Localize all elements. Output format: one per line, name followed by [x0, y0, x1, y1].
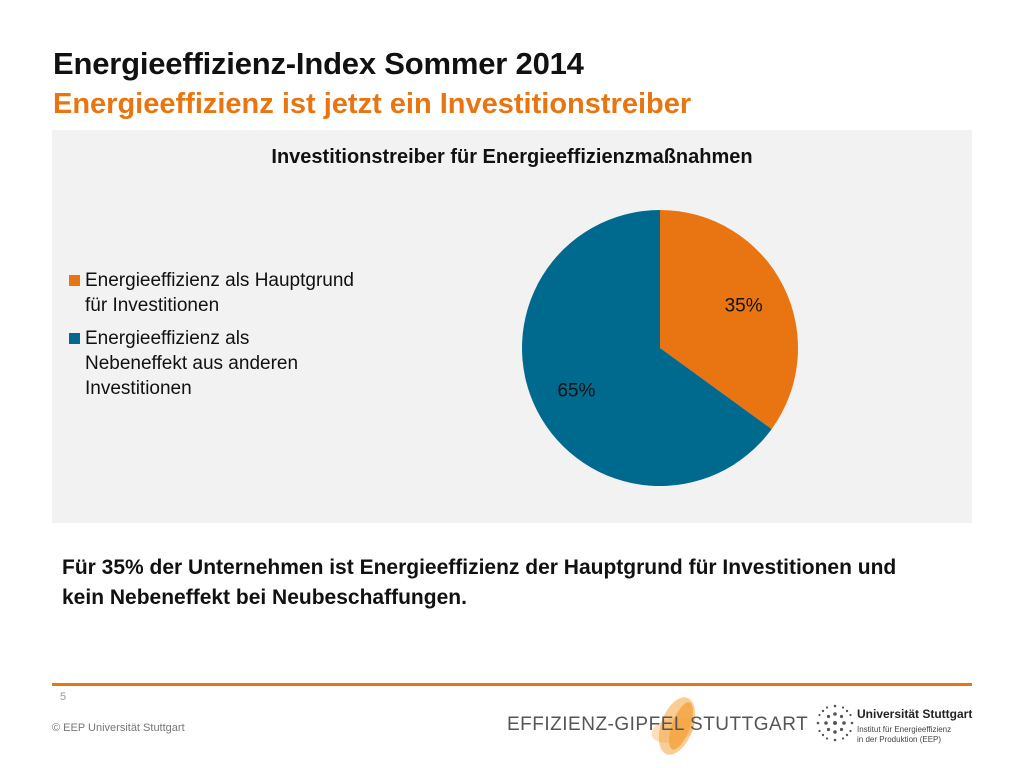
- pie-label-nebeneffekt: 65%: [557, 381, 595, 402]
- institute-line-2: in der Produktion (EEP): [857, 735, 942, 744]
- legend-item-nebeneffekt: Energieeffizienz als Nebeneffekt aus and…: [69, 326, 369, 401]
- slide-title: Energieeffizienz-Index Sommer 2014: [53, 46, 584, 81]
- legend-swatch-nebeneffekt: [69, 333, 80, 344]
- institute-line-1: Institut für Energieeffizienz: [857, 725, 952, 734]
- legend-label-nebeneffekt: Energieeffizienz als Nebeneffekt aus and…: [85, 328, 299, 399]
- chart-panel: Investitionstreiber für Energieeffizienz…: [52, 130, 972, 523]
- copyright-text: © EEP Universität Stuttgart: [52, 722, 185, 734]
- page-number: 5: [60, 691, 67, 703]
- university-seal-icon: [816, 704, 854, 742]
- institute-name: Institut für Energieeffizienz in der Pro…: [857, 725, 977, 745]
- pie-chart: 35% 65%: [522, 210, 799, 486]
- legend-label-hauptgrund: Energieeffizienz als Hauptgrund für Inve…: [85, 270, 354, 316]
- effizienz-gipfel-flame-icon: [651, 697, 696, 755]
- conclusion-text: Für 35% der Unternehmen ist Energieeffiz…: [62, 556, 897, 609]
- pie-slice-hauptgrund: [660, 210, 799, 430]
- chart-title: Investitionstreiber für Energieeffizienz…: [271, 146, 753, 168]
- effizienz-gipfel-logo: EFFIZIENZ-GIPFEL STUTTGART: [505, 690, 808, 760]
- university-name: Universität Stuttgart: [857, 707, 973, 721]
- footer-divider: [52, 683, 972, 686]
- legend-swatch-hauptgrund: [69, 275, 80, 286]
- chart-legend: Energieeffizienz als Hauptgrund für Inve…: [69, 268, 369, 409]
- university-logo: Universität Stuttgart Institut für Energ…: [815, 703, 995, 753]
- pie-label-hauptgrund: 35%: [725, 295, 763, 316]
- slide-subtitle: Energieeffizienz ist jetzt ein Investiti…: [53, 88, 692, 120]
- pie-slice-nebeneffekt: [522, 210, 772, 486]
- legend-item-hauptgrund: Energieeffizienz als Hauptgrund für Inve…: [69, 268, 369, 318]
- effizienz-gipfel-wordmark: EFFIZIENZ-GIPFEL STUTTGART: [507, 714, 809, 735]
